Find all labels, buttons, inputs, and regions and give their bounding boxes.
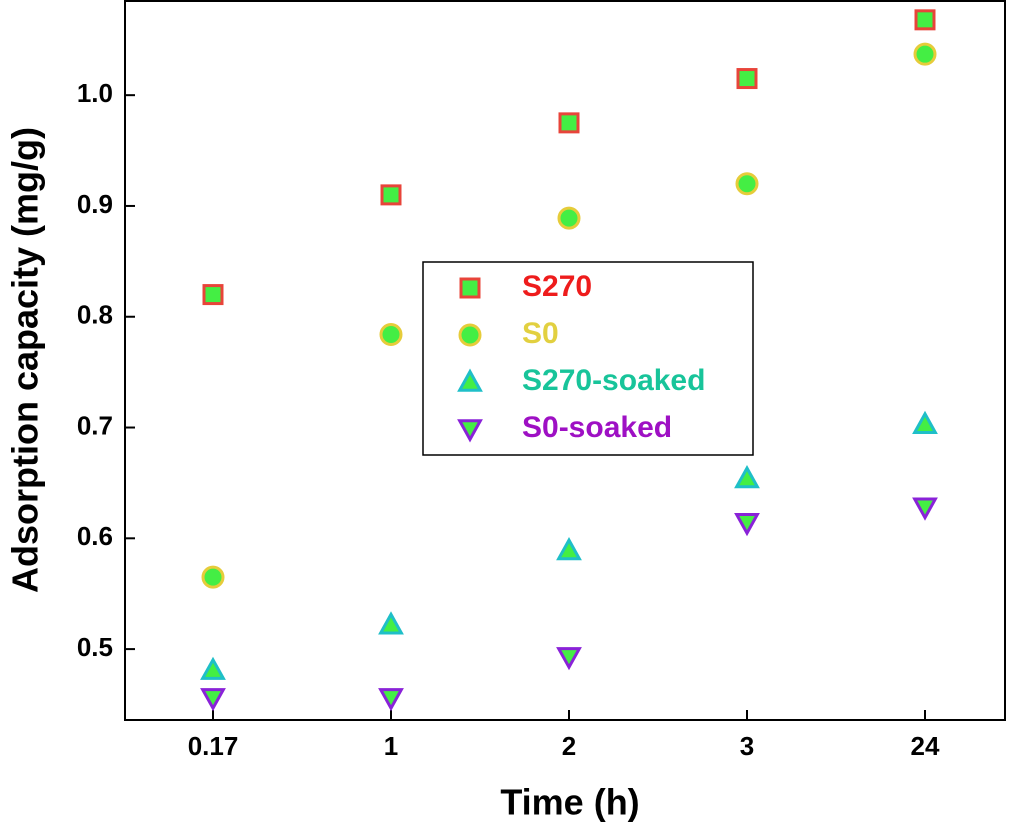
marker bbox=[734, 513, 760, 537]
marker bbox=[202, 284, 224, 306]
y-tick-label: 0.9 bbox=[77, 189, 113, 219]
marker bbox=[378, 688, 404, 712]
marker bbox=[556, 647, 582, 671]
marker bbox=[459, 277, 481, 299]
legend-label: S0-soaked bbox=[522, 411, 672, 444]
x-tick-label: 2 bbox=[562, 731, 576, 761]
marker bbox=[556, 537, 582, 561]
marker bbox=[913, 42, 937, 66]
marker bbox=[557, 206, 581, 230]
x-axis-label: Time (h) bbox=[500, 782, 639, 823]
marker bbox=[378, 611, 404, 635]
marker bbox=[458, 323, 482, 347]
plot-frame bbox=[124, 0, 1006, 721]
x-tick-label: 3 bbox=[740, 731, 754, 761]
y-tick-label: 0.7 bbox=[77, 410, 113, 440]
marker bbox=[914, 9, 936, 31]
legend-label: S270 bbox=[522, 270, 592, 303]
y-tick-label: 0.8 bbox=[77, 300, 113, 330]
legend-label: S270-soaked bbox=[522, 364, 705, 397]
marker bbox=[457, 419, 483, 443]
marker bbox=[379, 322, 403, 346]
x-tick-label: 24 bbox=[911, 731, 940, 761]
y-axis-label: Adsorption capacity (mg/g) bbox=[5, 127, 46, 593]
marker bbox=[200, 656, 226, 680]
legend-label: S0 bbox=[522, 317, 559, 350]
x-tick-label: 0.17 bbox=[188, 731, 239, 761]
marker bbox=[558, 112, 580, 134]
marker bbox=[380, 184, 402, 206]
y-tick-label: 0.6 bbox=[77, 521, 113, 551]
marker bbox=[912, 497, 938, 521]
marker bbox=[736, 68, 758, 90]
marker bbox=[457, 368, 483, 392]
marker bbox=[735, 172, 759, 196]
x-tick-label: 1 bbox=[384, 731, 398, 761]
y-tick-label: 0.5 bbox=[77, 632, 113, 662]
marker bbox=[201, 565, 225, 589]
marker bbox=[912, 410, 938, 434]
marker bbox=[734, 465, 760, 489]
y-tick-label: 1.0 bbox=[77, 78, 113, 108]
marker bbox=[200, 688, 226, 712]
